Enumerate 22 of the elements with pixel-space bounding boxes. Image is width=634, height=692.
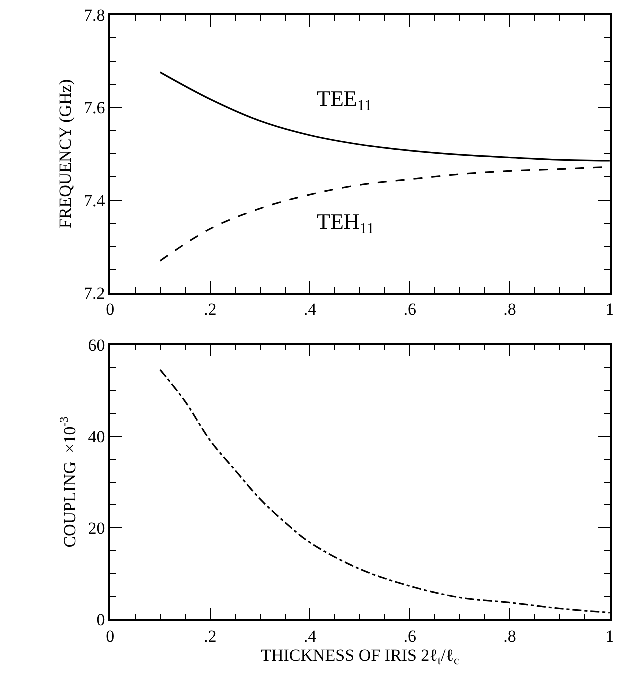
series-label: TEH$_{11}$ xyxy=(317,209,375,238)
x-tick-label: .8 xyxy=(504,300,516,320)
y-tick-label: 0 xyxy=(96,610,106,630)
x-tick-label: 1 xyxy=(606,300,614,320)
y-tick-label: 40 xyxy=(88,427,106,446)
x-axis-title: THICKNESS OF IRIS 2ℓ$_{t}$/ℓ$_{c}$ xyxy=(261,646,460,668)
x-tick-label: .4 xyxy=(304,300,318,320)
x-tick-label: .2 xyxy=(204,300,217,320)
y-axis-title: FREQUENCY (GHz) xyxy=(56,80,76,229)
y-tick-label: 7.2 xyxy=(84,284,106,303)
y-tick-label: 20 xyxy=(88,519,106,538)
x-tick-label: .4 xyxy=(304,626,318,646)
y-tick-label: 7.6 xyxy=(84,98,106,118)
y-tick-label: 7.8 xyxy=(84,6,106,26)
y-tick-label: 7.4 xyxy=(84,191,106,210)
x-tick-label: .6 xyxy=(404,626,417,646)
x-tick-label: .2 xyxy=(204,626,217,646)
y-tick-label: 60 xyxy=(88,336,106,355)
x-tick-label: .8 xyxy=(504,626,516,646)
series-label: TEE$_{11}$ xyxy=(317,86,372,115)
x-tick-label: .6 xyxy=(404,300,417,320)
x-tick-label: 1 xyxy=(606,626,614,646)
